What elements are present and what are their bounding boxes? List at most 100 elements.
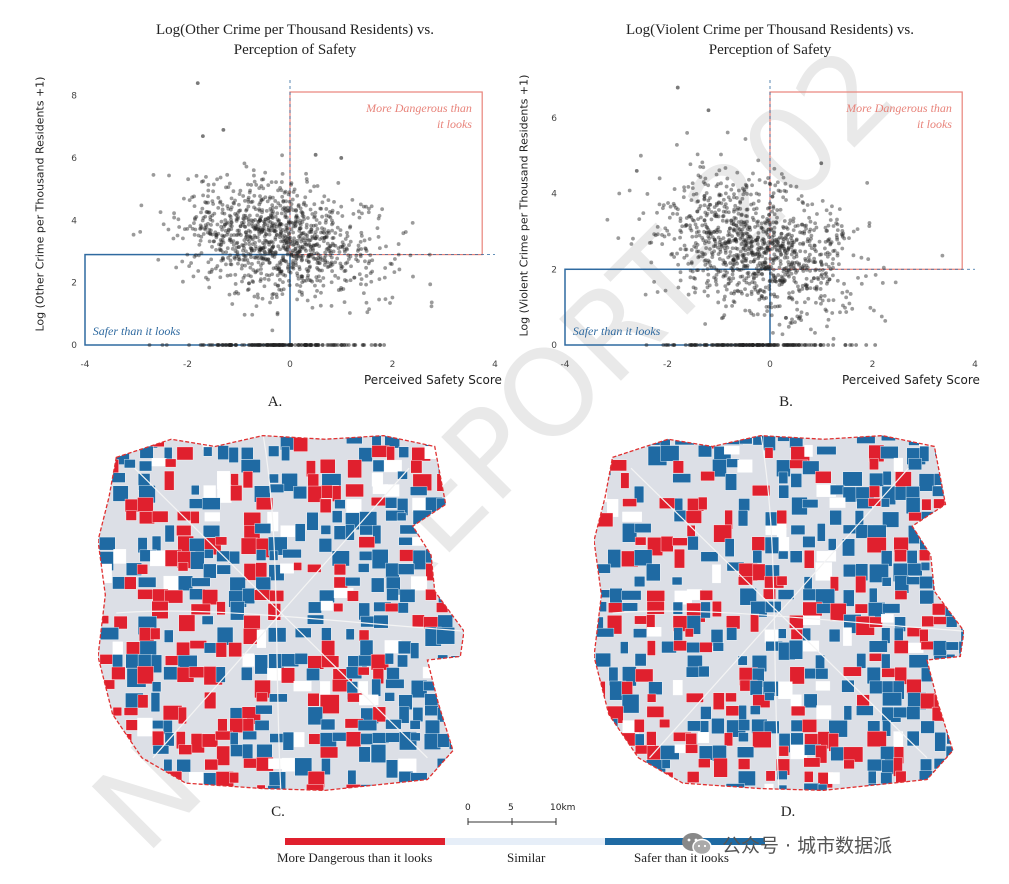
map-tract — [698, 445, 712, 458]
map-tract — [621, 694, 640, 714]
data-point — [706, 205, 710, 209]
data-point — [749, 244, 754, 248]
data-point — [741, 239, 746, 244]
map-tract — [150, 692, 161, 713]
data-point — [847, 236, 851, 241]
data-point — [251, 268, 256, 272]
data-point — [767, 279, 772, 284]
data-point — [227, 238, 232, 243]
panel-label-b: B. — [779, 394, 793, 410]
data-point — [733, 216, 738, 221]
data-point — [263, 195, 268, 200]
data-point — [672, 237, 677, 241]
data-point — [772, 238, 777, 243]
data-point — [805, 283, 809, 288]
data-point — [735, 170, 740, 175]
map-tract — [384, 692, 395, 702]
data-point — [779, 252, 784, 256]
data-point — [695, 209, 700, 214]
data-point — [259, 267, 263, 271]
map-tract — [802, 615, 821, 626]
map-tract — [712, 564, 721, 584]
data-point — [223, 218, 228, 222]
map-tract — [881, 668, 897, 678]
data-point — [756, 235, 761, 240]
data-point — [691, 285, 696, 290]
data-point — [789, 320, 794, 325]
data-point — [718, 269, 723, 274]
data-point — [780, 332, 785, 337]
data-point — [763, 267, 768, 272]
data-point — [763, 260, 768, 265]
map-tract — [162, 720, 173, 735]
data-point — [804, 283, 808, 288]
map-tract — [463, 756, 464, 772]
data-point — [282, 205, 287, 210]
data-point — [256, 219, 261, 224]
data-point — [278, 247, 282, 252]
map-tract — [856, 705, 874, 716]
data-point — [260, 261, 265, 266]
data-point — [266, 277, 271, 282]
data-point — [616, 236, 621, 241]
data-point — [745, 192, 749, 196]
map-tract — [137, 666, 154, 685]
data-point — [218, 238, 223, 242]
data-point — [294, 252, 298, 257]
data-point — [819, 272, 824, 277]
data-point — [775, 255, 780, 260]
data-point — [784, 198, 788, 202]
data-point — [323, 254, 328, 258]
data-point — [226, 230, 230, 235]
data-point — [247, 242, 252, 247]
data-point — [282, 241, 287, 246]
data-point — [201, 193, 206, 198]
data-point — [726, 281, 731, 286]
data-point — [215, 264, 220, 268]
data-point — [735, 254, 740, 259]
data-point — [291, 190, 296, 194]
data-point — [724, 304, 728, 309]
map-tract — [947, 667, 957, 684]
data-point — [735, 288, 740, 293]
data-point — [713, 214, 718, 219]
data-point — [684, 253, 689, 258]
data-point-zero — [335, 343, 340, 347]
data-point — [825, 250, 830, 255]
data-point — [694, 225, 699, 230]
data-point — [244, 208, 248, 213]
data-point — [289, 182, 293, 187]
data-point — [253, 207, 258, 212]
data-point — [747, 177, 751, 182]
map-tract — [763, 720, 780, 734]
data-point — [286, 244, 290, 249]
data-point — [675, 207, 680, 212]
data-point — [708, 247, 712, 251]
map-tract — [777, 589, 795, 600]
map-tract — [919, 524, 937, 543]
data-point — [753, 271, 758, 276]
map-tract — [126, 435, 137, 444]
data-point — [262, 222, 267, 227]
data-point — [799, 194, 804, 198]
data-point — [291, 243, 296, 247]
data-point — [308, 278, 313, 283]
data-point — [303, 232, 308, 237]
data-point — [367, 237, 372, 241]
data-point — [840, 290, 845, 295]
data-point-outlier — [313, 152, 318, 157]
map-tract — [111, 666, 126, 680]
data-point — [743, 287, 747, 292]
map-tract — [713, 757, 728, 778]
data-point — [723, 248, 728, 253]
data-point — [695, 152, 700, 157]
data-point — [778, 259, 783, 263]
map-tract — [778, 471, 789, 484]
data-point — [235, 211, 240, 215]
data-point — [814, 284, 819, 289]
data-point — [765, 217, 770, 221]
map-tract — [397, 640, 412, 655]
map-tract — [321, 758, 331, 775]
data-point — [700, 235, 705, 240]
map-tract — [738, 732, 749, 742]
